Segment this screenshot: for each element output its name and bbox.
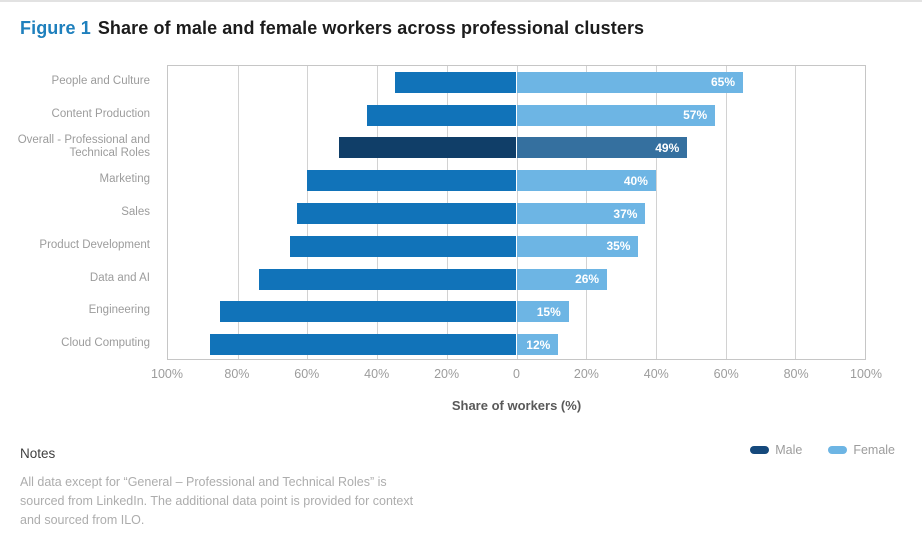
- x-tick-label: 80%: [224, 367, 250, 381]
- x-tick-label: 20%: [573, 367, 599, 381]
- figure-title-text: Share of male and female workers across …: [97, 18, 645, 38]
- category-axis: People and Culture Content Production Over…: [0, 65, 159, 360]
- category-label-engineering: Engineering: [88, 304, 150, 317]
- legend-item-female: Female: [828, 443, 895, 457]
- female-bar-content-production: 57%: [516, 104, 716, 126]
- legend-swatch-female: [828, 446, 848, 454]
- notes-heading: Notes: [20, 446, 56, 461]
- male-bar-overall-professional-and-technical-roles: [338, 137, 517, 159]
- category-label-product-development: Product Development: [39, 238, 150, 251]
- female-bar-overall-professional-and-technical-roles: 49%: [516, 137, 688, 159]
- category-label-content-production: Content Production: [51, 107, 150, 120]
- x-tick-label: 100%: [850, 367, 882, 381]
- male-bar-engineering: [220, 301, 517, 323]
- bar-value-label: 15%: [536, 304, 561, 319]
- male-bar-data-and-ai: [258, 268, 517, 290]
- figure-number-label: Figure 1: [20, 18, 91, 38]
- gridline: [237, 66, 239, 359]
- female-bar-engineering: 15%: [516, 301, 569, 323]
- notes-body: All data except for “General – Professio…: [20, 475, 414, 527]
- x-tick-label: 100%: [151, 367, 183, 381]
- category-label-marketing: Marketing: [99, 173, 151, 186]
- bar-value-label: 12%: [526, 337, 551, 352]
- legend-label-female: Female: [853, 443, 895, 457]
- gridline: [655, 66, 657, 359]
- legend: Male Female: [750, 443, 895, 457]
- male-bar-product-development: [289, 235, 517, 257]
- x-tick-label: 60%: [294, 367, 320, 381]
- category-label-sales: Sales: [121, 206, 150, 219]
- male-bar-sales: [296, 203, 517, 224]
- female-bar-sales: 37%: [516, 203, 646, 224]
- plot-area: 65% 57% 49% 40% 37% 35% 26% 15% 12%: [167, 65, 866, 360]
- category-label-overall-professional-and-technical-roles: Overall - Professional and Technical Rol…: [17, 133, 150, 159]
- gridline: [725, 66, 727, 359]
- legend-swatch-male: [750, 446, 770, 454]
- x-axis-title: Share of workers (%): [451, 398, 582, 413]
- bar-value-label: 57%: [683, 108, 708, 123]
- legend-label-male: Male: [775, 443, 803, 457]
- bar-value-label: 37%: [613, 206, 638, 221]
- legend-item-male: Male: [750, 443, 802, 457]
- bar-value-label: 40%: [623, 173, 648, 188]
- x-tick-label: 60%: [713, 367, 739, 381]
- category-label-data-and-ai: Data and AI: [89, 271, 150, 284]
- female-bar-cloud-computing: 12%: [516, 334, 559, 356]
- male-bar-cloud-computing: [209, 334, 517, 356]
- x-tick-label: 0: [513, 367, 520, 381]
- male-bar-marketing: [307, 170, 517, 192]
- bar-value-label: 65%: [710, 75, 736, 90]
- female-bar-product-development: 35%: [516, 235, 639, 257]
- notes-section: Notes All data except for “General – Pro…: [20, 446, 440, 530]
- gridline: [795, 66, 797, 359]
- x-tick-label: 20%: [434, 367, 460, 381]
- x-tick-label: 80%: [783, 367, 809, 381]
- category-label-people-and-culture: People and Culture: [51, 74, 150, 87]
- x-tick-label: 40%: [364, 367, 390, 381]
- bar-value-label: 26%: [575, 272, 600, 287]
- bar-value-label: 49%: [655, 140, 680, 155]
- male-bar-content-production: [366, 104, 517, 126]
- female-bar-people-and-culture: 65%: [516, 71, 744, 93]
- bar-value-label: 35%: [606, 239, 631, 254]
- female-bar-data-and-ai: 26%: [516, 268, 608, 290]
- x-axis-ticks: 100% 80% 60% 40% 20% 0 20% 40% 60% 80% 100%: [151, 367, 882, 383]
- x-tick-label: 40%: [643, 367, 669, 381]
- figure-title: Figure 1 Share of male and female workers…: [20, 18, 644, 39]
- female-bar-marketing: 40%: [516, 170, 656, 192]
- male-bar-people-and-culture: [394, 71, 517, 93]
- category-label-cloud-computing: Cloud Computing: [61, 337, 150, 350]
